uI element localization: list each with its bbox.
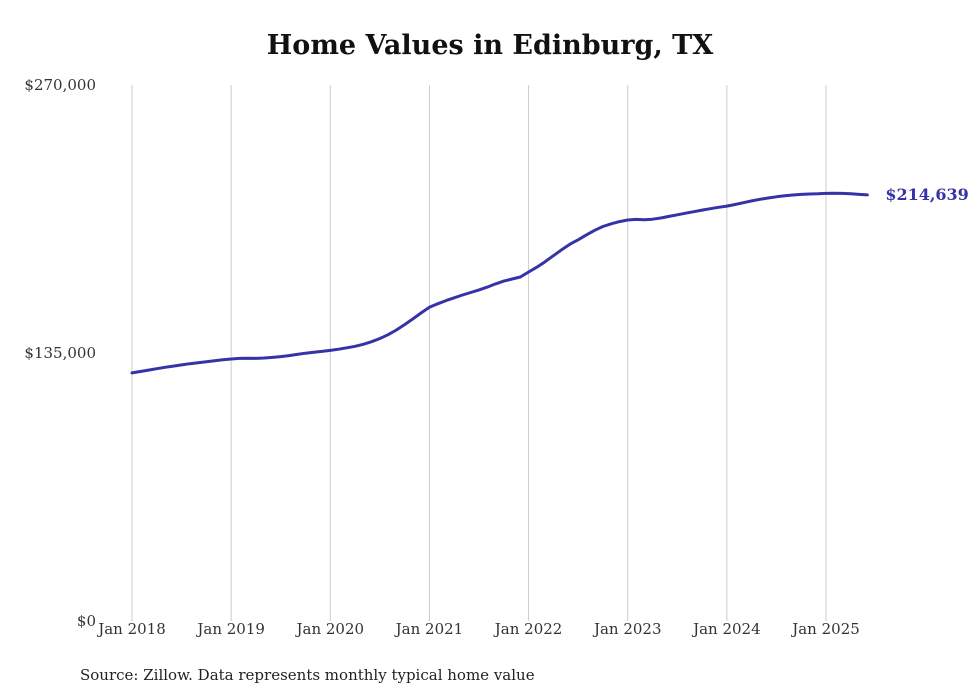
x-axis-tick-label: Jan 2019 bbox=[195, 620, 265, 638]
x-axis-tick-label: Jan 2021 bbox=[394, 620, 464, 638]
chart-title: Home Values in Edinburg, TX bbox=[266, 30, 714, 61]
x-axis-tick-label: Jan 2025 bbox=[790, 620, 860, 638]
x-axis-tick-label: Jan 2024 bbox=[691, 620, 761, 638]
x-axis-tick-label: Jan 2018 bbox=[96, 620, 166, 638]
x-axis-tick-label: Jan 2022 bbox=[493, 620, 563, 638]
y-axis-tick-label: $270,000 bbox=[24, 76, 96, 94]
y-axis-tick-label: $0 bbox=[77, 612, 96, 630]
x-axis-tick-label: Jan 2020 bbox=[295, 620, 365, 638]
x-axis-tick-label: Jan 2023 bbox=[592, 620, 662, 638]
end-value-label: $214,639 bbox=[885, 185, 969, 204]
y-axis-tick-label: $135,000 bbox=[24, 344, 96, 362]
source-note: Source: Zillow. Data represents monthly … bbox=[80, 666, 535, 684]
home-value-line bbox=[130, 191, 869, 375]
